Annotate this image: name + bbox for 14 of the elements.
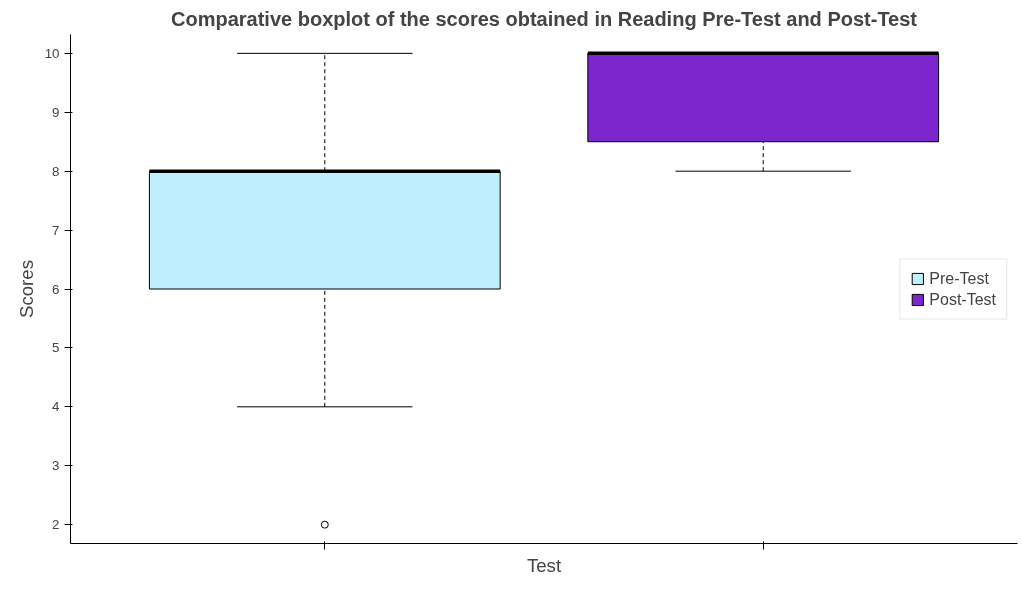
y-tick-label: 9	[52, 104, 60, 120]
y-tick-label: 8	[52, 163, 60, 179]
y-axis-title: Scores	[15, 259, 37, 319]
y-tick-label: 10	[44, 45, 60, 61]
y-tick-label: 4	[52, 399, 61, 415]
legend-label: Pre-Test	[929, 269, 989, 287]
legend-label: Post-Test	[929, 290, 996, 308]
x-axis-title: Test	[526, 554, 562, 576]
chart-title: Comparative boxplot of the scores obtained in Reading Pre-Test and Post-Test	[170, 7, 918, 30]
y-tick-label: 2	[52, 517, 60, 533]
y-tick-label: 7	[52, 222, 60, 238]
y-tick-label: 5	[52, 340, 60, 356]
y-tick-label: 6	[52, 281, 60, 297]
y-tick-label: 3	[52, 458, 60, 474]
